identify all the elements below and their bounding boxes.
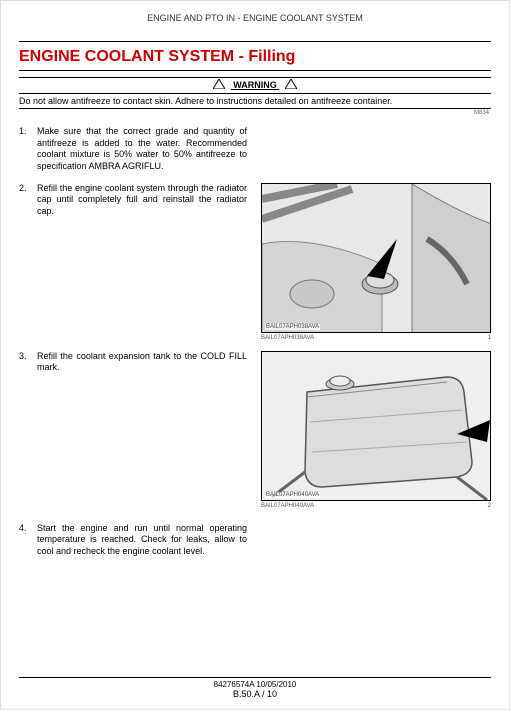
figure-expansion-tank: BAIL07APH040AVA	[261, 351, 491, 501]
page-header: ENGINE AND PTO IN - ENGINE COOLANT SYSTE…	[1, 1, 509, 27]
step-row: 3. Refill the coolant expansion tank to …	[19, 351, 491, 509]
figure-caption-left: BAIL07APH040AVA	[261, 503, 314, 509]
rule-bottom	[19, 70, 491, 71]
warning-box: WARNING Do not allow antifreeze to conta…	[19, 77, 491, 116]
step-row: 1. Make sure that the correct grade and …	[19, 126, 491, 173]
figure-inner-label: BAIL07APH038AVA	[265, 324, 320, 330]
figure-caption: BAIL07APH038AVA 1	[261, 333, 491, 341]
warning-ref: M834	[19, 109, 491, 116]
step-number: 4.	[19, 523, 37, 533]
figure-radiator-cap: BAIL07APH038AVA	[261, 183, 491, 333]
step-text: Start the engine and run until normal op…	[37, 523, 247, 558]
expansion-tank-illustration	[262, 352, 491, 501]
warning-triangle-icon	[285, 79, 297, 92]
footer-doc-id: 84276574A 10/05/2010	[19, 678, 491, 689]
figure-caption-right: 1	[488, 335, 491, 341]
figure-caption-right: 2	[488, 503, 491, 509]
step-number: 2.	[19, 183, 37, 193]
step-number: 1.	[19, 126, 37, 136]
step-text: Refill the engine coolant system through…	[37, 183, 247, 218]
footer-page-number: B.50.A / 10	[19, 689, 491, 699]
step-text: Make sure that the correct grade and qua…	[37, 126, 247, 173]
step-row: 2. Refill the engine coolant system thro…	[19, 183, 491, 341]
figure-wrap: BAIL07APH040AVA BAIL07APH040AVA 2	[247, 351, 491, 509]
step-text: Refill the coolant expansion tank to the…	[37, 351, 247, 374]
warning-body: Do not allow antifreeze to contact skin.…	[19, 94, 491, 109]
engine-bay-illustration	[262, 184, 491, 333]
figure-caption-left: BAIL07APH038AVA	[261, 335, 314, 341]
page-title: ENGINE COOLANT SYSTEM - Filling	[1, 42, 509, 70]
figure-caption: BAIL07APH040AVA 2	[261, 501, 491, 509]
content-area: 1. Make sure that the correct grade and …	[1, 116, 509, 558]
step-number: 3.	[19, 351, 37, 361]
warning-triangle-icon	[213, 79, 225, 92]
page-footer: 84276574A 10/05/2010 B.50.A / 10	[19, 677, 491, 699]
step-row: 4. Start the engine and run until normal…	[19, 523, 491, 558]
figure-inner-label: BAIL07APH040AVA	[265, 492, 320, 498]
figure-wrap: BAIL07APH038AVA BAIL07APH038AVA 1	[247, 183, 491, 341]
warning-heading: WARNING	[19, 77, 491, 94]
warning-label: WARNING	[233, 80, 277, 90]
